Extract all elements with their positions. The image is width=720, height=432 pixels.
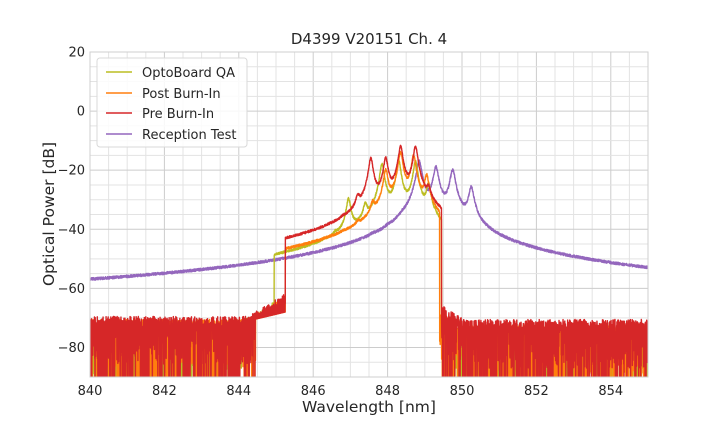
x-tick-label: 840 <box>78 384 103 399</box>
legend-label-reception-test: Reception Test <box>142 128 236 143</box>
y-tick-label: 20 <box>68 46 85 61</box>
legend: OptoBoard QA Post Burn-In Pre Burn-In Re… <box>96 57 248 148</box>
chart-title: D4399 V20151 Ch. 4 <box>291 30 447 48</box>
y-tick-label: −20 <box>58 164 85 179</box>
y-axis-label: Optical Power [dB] <box>40 142 58 286</box>
x-tick-label: 846 <box>301 384 326 399</box>
y-tick-labels: −80 −60 −40 −20 0 20 <box>58 46 85 356</box>
x-tick-label: 850 <box>450 384 475 399</box>
legend-box <box>96 57 248 148</box>
x-tick-labels: 840 842 844 846 848 850 852 854 <box>78 384 624 399</box>
legend-label-pre-burn-in: Pre Burn-In <box>142 107 214 122</box>
x-tick-label: 842 <box>152 384 177 399</box>
plot-frame <box>89 51 649 378</box>
x-tick-label: 854 <box>598 384 623 399</box>
y-tick-label: −40 <box>58 223 85 238</box>
x-tick-label: 844 <box>226 384 251 399</box>
series-line-pre-burn-in <box>90 144 648 377</box>
x-axis-label: Wavelength [nm] <box>302 398 436 416</box>
x-tick-label: 852 <box>524 384 549 399</box>
series-line-reception-test <box>90 159 648 282</box>
y-tick-label: 0 <box>77 105 85 120</box>
y-tick-label: −80 <box>58 341 85 356</box>
series-layer <box>90 144 648 377</box>
legend-label-post-burn-in: Post Burn-In <box>142 87 221 102</box>
y-tick-label: −60 <box>58 282 85 297</box>
legend-label-optoboard-qa: OptoBoard QA <box>142 66 235 81</box>
x-tick-label: 848 <box>375 384 400 399</box>
